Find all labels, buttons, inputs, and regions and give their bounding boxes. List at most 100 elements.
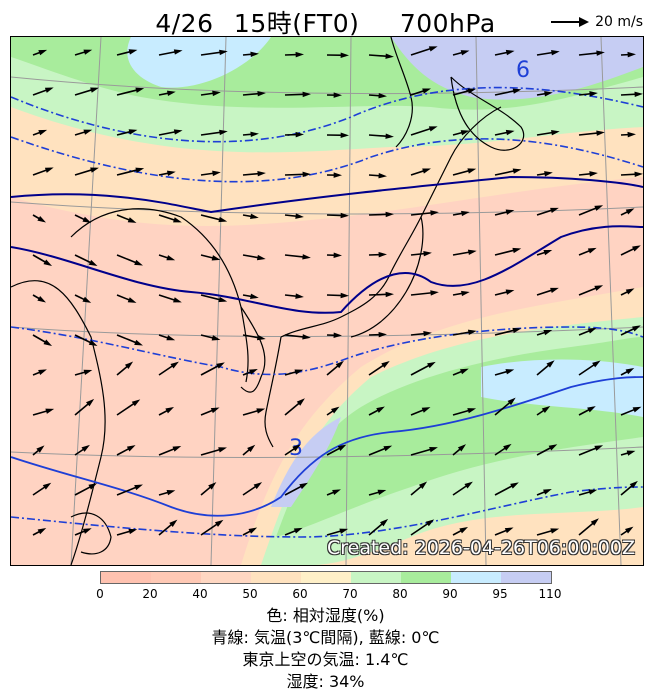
wind-arrow-head (550, 207, 559, 214)
wind-arrow-head (457, 444, 467, 452)
wind-arrow-head (340, 132, 349, 138)
map-title: 4/26 15時(FT0) 700hPa (0, 4, 651, 40)
wind-arrow-head (166, 170, 176, 177)
wind-arrow-head (44, 87, 54, 93)
wind-arrow-head (124, 361, 134, 369)
title-hour: 15時(FT0) (233, 9, 360, 38)
wind-arrow-head (210, 407, 220, 414)
wind-arrow-head (418, 481, 428, 489)
wind-arrow-head (173, 217, 182, 223)
wind-arrow-head (505, 289, 515, 295)
wind-arrow-head (333, 172, 342, 178)
title-level: 700hPa (399, 9, 496, 38)
zero-line-south (11, 225, 643, 314)
wind-arrow-head (134, 339, 143, 346)
wind-arrow-head (550, 528, 560, 534)
wind-arrow-head (332, 489, 341, 496)
temp-line-m3 (11, 326, 643, 376)
wind-arrow-head (83, 369, 93, 375)
wind-arrow-head (423, 330, 432, 337)
wind-arrow-head (467, 168, 477, 174)
wind-arrow-head (459, 527, 469, 534)
wind-arrow-head (134, 484, 143, 491)
wind-arrow-head (632, 406, 642, 413)
wind-arrow-head (81, 444, 90, 452)
wind-arrow-head (634, 171, 643, 178)
wind-arrow-head (627, 131, 636, 138)
wind-arrow-head (335, 360, 344, 369)
wind-arrow-head (340, 292, 349, 299)
wind-arrow-head (166, 255, 176, 261)
wind-arrow-head (257, 91, 266, 97)
colorbar-segment (351, 572, 401, 583)
colorbar-tick: 20 (142, 587, 158, 601)
wind-arrow-head (302, 171, 311, 178)
wind-arrow-head (248, 527, 258, 534)
wind-arrow-head (385, 211, 394, 218)
temp-line-3s (11, 376, 643, 517)
wind-arrow-head (422, 88, 431, 94)
wind-arrow-head (461, 290, 470, 297)
wind-arrow-head (627, 51, 636, 58)
wind-arrow-head (256, 408, 266, 414)
wind-arrow-head (421, 407, 431, 413)
colorbar-segment (251, 572, 301, 583)
wind-arrow-head (42, 482, 52, 490)
wind-arrow-head (250, 293, 259, 300)
wind-arrow-head (128, 129, 138, 135)
wind-arrow-head (128, 49, 138, 55)
wind-arrow-head (594, 205, 604, 211)
colorbar-tick: 50 (242, 587, 258, 601)
wind-arrow-head (512, 168, 522, 174)
wind-arrows (32, 46, 643, 536)
wind-arrow-head (88, 483, 98, 490)
wind-arrow-head (302, 91, 311, 98)
wind-arrow-head (134, 259, 143, 266)
caption-color: 色: 相対湿度(%) (266, 606, 385, 625)
colorbar-tick: 90 (442, 587, 458, 601)
wind-arrow-head (425, 519, 435, 527)
wind-arrow-head (385, 291, 394, 298)
wind-arrow-head (131, 399, 141, 407)
wind-arrow-head (340, 52, 349, 58)
wind-arrow-head (170, 361, 179, 369)
colorbar-tick: 110 (538, 587, 562, 601)
wind-arrow-head (302, 334, 311, 340)
wind-arrow-head (587, 327, 597, 334)
map-canvas: 6 3 (11, 37, 643, 565)
colorbar-tick: 40 (192, 587, 208, 601)
wind-arrow-head (295, 213, 304, 219)
humidity-95-south (271, 417, 341, 507)
wind-arrow-head (625, 208, 635, 215)
wind-arrow-head (467, 408, 477, 414)
wind-arrow-head (333, 92, 342, 98)
wind-arrow-head (504, 527, 514, 534)
wind-arrow-head (541, 406, 551, 413)
wind-arrow-head (83, 49, 93, 55)
wind-arrow-head (166, 90, 176, 97)
wind-arrow-head (543, 330, 553, 336)
colorbar-segment (451, 572, 501, 583)
wind-arrow-head (428, 46, 438, 52)
wind-arrow-head (38, 369, 47, 376)
zero-line-north (11, 175, 643, 214)
wind-arrow-head (127, 217, 137, 223)
wind-arrow-head (512, 247, 522, 254)
wind-arrow-head (247, 444, 256, 453)
wind-arrow-head (428, 126, 438, 132)
wind-legend: 20 m/s (549, 14, 643, 30)
wind-arrow-head (632, 325, 641, 332)
wind-arrow-head (295, 51, 304, 58)
wind-arrow-head (333, 252, 342, 258)
wind-arrow-head (82, 216, 92, 223)
wind-arrow-head (340, 212, 349, 219)
wind-arrow-head (330, 406, 340, 414)
wind-arrow-head (594, 445, 604, 451)
colorbar-tick: 60 (292, 587, 308, 601)
humidity-colorbar (100, 571, 552, 584)
colorbar-segment (401, 572, 451, 583)
wind-arrow-head (135, 167, 145, 173)
wind-arrow-head (250, 51, 259, 58)
wind-arrow-head (548, 444, 558, 451)
wind-arrow-head (505, 209, 515, 215)
